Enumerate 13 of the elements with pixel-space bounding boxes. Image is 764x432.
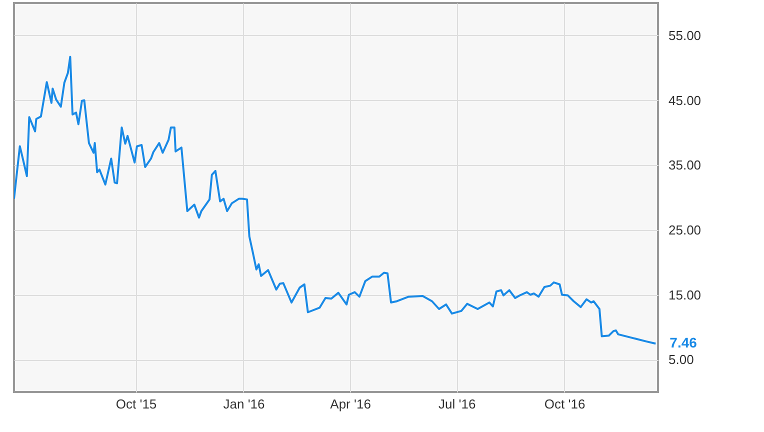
y-tick-label: 55.00 xyxy=(668,28,702,43)
y-tick-label: 5.00 xyxy=(668,352,694,368)
annotation: 7.46 xyxy=(670,334,698,351)
line-series xyxy=(14,56,657,345)
x-tick-label: Jul '16 xyxy=(438,396,476,412)
x-tick-label: Apr '16 xyxy=(330,396,371,412)
y-tick-label: 35.00 xyxy=(668,158,702,173)
x-tick-label: Oct '16 xyxy=(544,396,586,412)
x-tick-label: Jan '16 xyxy=(223,396,265,412)
y-tick-label: 15.00 xyxy=(668,287,702,302)
y-tick-label: 25.00 xyxy=(668,222,702,238)
x-tick-label: Oct '15 xyxy=(116,396,157,412)
y-tick-label: 45.00 xyxy=(668,92,702,108)
